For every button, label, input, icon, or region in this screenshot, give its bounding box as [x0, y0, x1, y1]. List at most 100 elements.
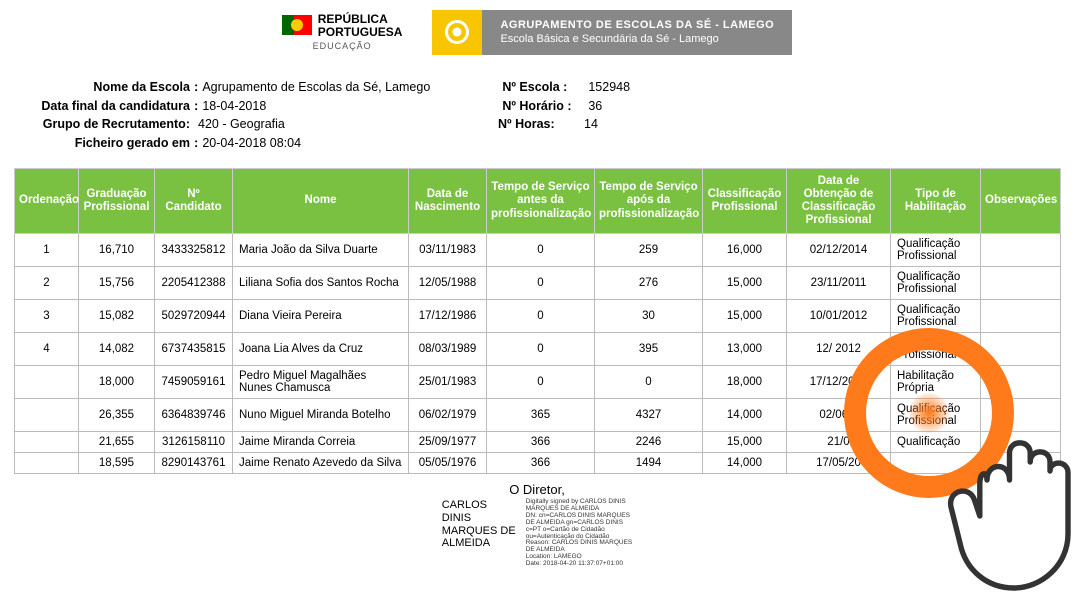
table-cell: 0	[487, 267, 595, 300]
table-header: Classificação Profissional	[703, 168, 787, 234]
table-row: 21,6553126158110Jaime Miranda Correia25/…	[15, 432, 1061, 453]
table-cell	[981, 234, 1061, 267]
table-cell: 15,756	[79, 267, 155, 300]
table-cell: 1	[15, 234, 79, 267]
table-cell: 0	[487, 234, 595, 267]
table-cell	[981, 267, 1061, 300]
table-cell: 0	[487, 333, 595, 366]
table-cell: 15,000	[703, 267, 787, 300]
table-cell: 12/05/1988	[409, 267, 487, 300]
table-cell: 17/12/1986	[409, 300, 487, 333]
label-school-name: Nome da Escola	[40, 80, 194, 94]
table-header-row: OrdenaçãoGraduação ProfissionalNº Candid…	[15, 168, 1061, 234]
label-grupo: Grupo de Recrutamento:	[40, 117, 194, 131]
value-n-horario: 36	[582, 99, 602, 113]
table-cell: Diana Vieira Pereira	[233, 300, 409, 333]
table-cell: Jaime Renato Azevedo da Silva	[233, 453, 409, 474]
table-cell: 03/11/1983	[409, 234, 487, 267]
table-header: Tempo de Serviço antes da profissionaliz…	[487, 168, 595, 234]
republic-line2: PORTUGUESA	[318, 26, 403, 39]
value-n-horas: 14	[578, 117, 598, 131]
table-cell: Joana Lia Alves da Cruz	[233, 333, 409, 366]
table-header: Tempo de Serviço após da profissionaliza…	[595, 168, 703, 234]
banner-line1: AGRUPAMENTO DE ESCOLAS DA SÉ - LAMEGO	[500, 18, 774, 32]
table-cell: 2246	[595, 432, 703, 453]
table-cell: 3126158110	[155, 432, 233, 453]
table-cell: 366	[487, 432, 595, 453]
table-cell: 15,000	[703, 432, 787, 453]
table-cell: Qualificação Profissional	[891, 399, 981, 432]
table-cell: 02/12/2014	[787, 234, 891, 267]
table-row: 116,7103433325812Maria João da Silva Dua…	[15, 234, 1061, 267]
table-cell: 06/02/1979	[409, 399, 487, 432]
table-row: 18,5958290143761Jaime Renato Azevedo da …	[15, 453, 1061, 474]
table-cell: 8290143761	[155, 453, 233, 474]
table-cell: 4	[15, 333, 79, 366]
table-header: Nº Candidato	[155, 168, 233, 234]
table-cell: Qualificação Profissional	[891, 300, 981, 333]
table-row: 18,0007459059161Pedro Miguel Magalhães N…	[15, 366, 1061, 399]
table-header: Data de Obtenção de Classificação Profis…	[787, 168, 891, 234]
school-banner: AGRUPAMENTO DE ESCOLAS DA SÉ - LAMEGO Es…	[432, 10, 792, 55]
table-cell: Pedro Miguel Magalhães Nunes Chamusca	[233, 366, 409, 399]
label-n-horario: Nº Horário :	[502, 99, 582, 113]
value-school-name: Agrupamento de Escolas da Sé, Lamego	[202, 80, 502, 94]
table-cell: 2205412388	[155, 267, 233, 300]
table-cell: 15,082	[79, 300, 155, 333]
table-cell: 18,000	[79, 366, 155, 399]
value-ficheiro: 20-04-2018 08:04	[202, 136, 502, 150]
label-n-horas: Nº Horas:	[498, 117, 578, 131]
logo-republica: REPÚBLICA PORTUGUESA EDUCAÇÃO	[282, 13, 403, 51]
table-cell: 25/09/1977	[409, 432, 487, 453]
table-cell: Qualificação Profissional	[891, 234, 981, 267]
table-cell: 6737435815	[155, 333, 233, 366]
table-cell: Habilitação Própria	[891, 366, 981, 399]
banner-line2: Escola Básica e Secundária da Sé - Lameg…	[500, 32, 774, 46]
table-cell: 0	[487, 366, 595, 399]
table-header: Nome	[233, 168, 409, 234]
table-cell: 365	[487, 399, 595, 432]
table-cell: 16,000	[703, 234, 787, 267]
table-cell: 30	[595, 300, 703, 333]
table-cell: Liliana Sofia dos Santos Rocha	[233, 267, 409, 300]
value-n-escola: 152948	[582, 80, 630, 94]
table-cell: 2	[15, 267, 79, 300]
table-cell	[981, 399, 1061, 432]
label-ficheiro: Ficheiro gerado em	[40, 136, 194, 150]
table-cell: 17/12/2012	[787, 366, 891, 399]
table-cell: Qualificação Profissional	[891, 333, 981, 366]
table-header: Data de Nascimento	[409, 168, 487, 234]
table-cell	[15, 432, 79, 453]
table-header: Tipo de Habilitação	[891, 168, 981, 234]
table-row: 315,0825029720944Diana Vieira Pereira17/…	[15, 300, 1061, 333]
table-cell	[981, 333, 1061, 366]
table-cell: 12/ 2012	[787, 333, 891, 366]
table-cell: 17/05/20	[787, 453, 891, 474]
table-cell: 18,595	[79, 453, 155, 474]
table-cell: 4327	[595, 399, 703, 432]
table-cell: 16,710	[79, 234, 155, 267]
table-cell: 6364839746	[155, 399, 233, 432]
table-cell	[981, 432, 1061, 453]
table-cell	[15, 399, 79, 432]
meta-block: Nome da Escola: Agrupamento de Escolas d…	[0, 79, 1074, 164]
table-cell: Jaime Miranda Correia	[233, 432, 409, 453]
table-cell: 02/06/2	[787, 399, 891, 432]
table-cell: 3433325812	[155, 234, 233, 267]
signature-meta: Digitally signed by CARLOS DINISMARQUES …	[526, 499, 633, 567]
table-cell	[981, 366, 1061, 399]
table-cell: 21,655	[79, 432, 155, 453]
table-cell: 5029720944	[155, 300, 233, 333]
table-cell: 23/11/2011	[787, 267, 891, 300]
table-cell: 0	[487, 300, 595, 333]
table-cell: Maria João da Silva Duarte	[233, 234, 409, 267]
table-cell: Qualificação	[891, 432, 981, 453]
table-cell	[981, 300, 1061, 333]
table-cell: 21/0	[787, 432, 891, 453]
table-cell: 05/05/1976	[409, 453, 487, 474]
value-deadline: 18-04-2018	[202, 99, 502, 113]
table-cell: 25/01/1983	[409, 366, 487, 399]
table-cell	[15, 453, 79, 474]
header-logos: REPÚBLICA PORTUGUESA EDUCAÇÃO AGRUPAMENT…	[0, 0, 1074, 75]
table-cell: 3	[15, 300, 79, 333]
